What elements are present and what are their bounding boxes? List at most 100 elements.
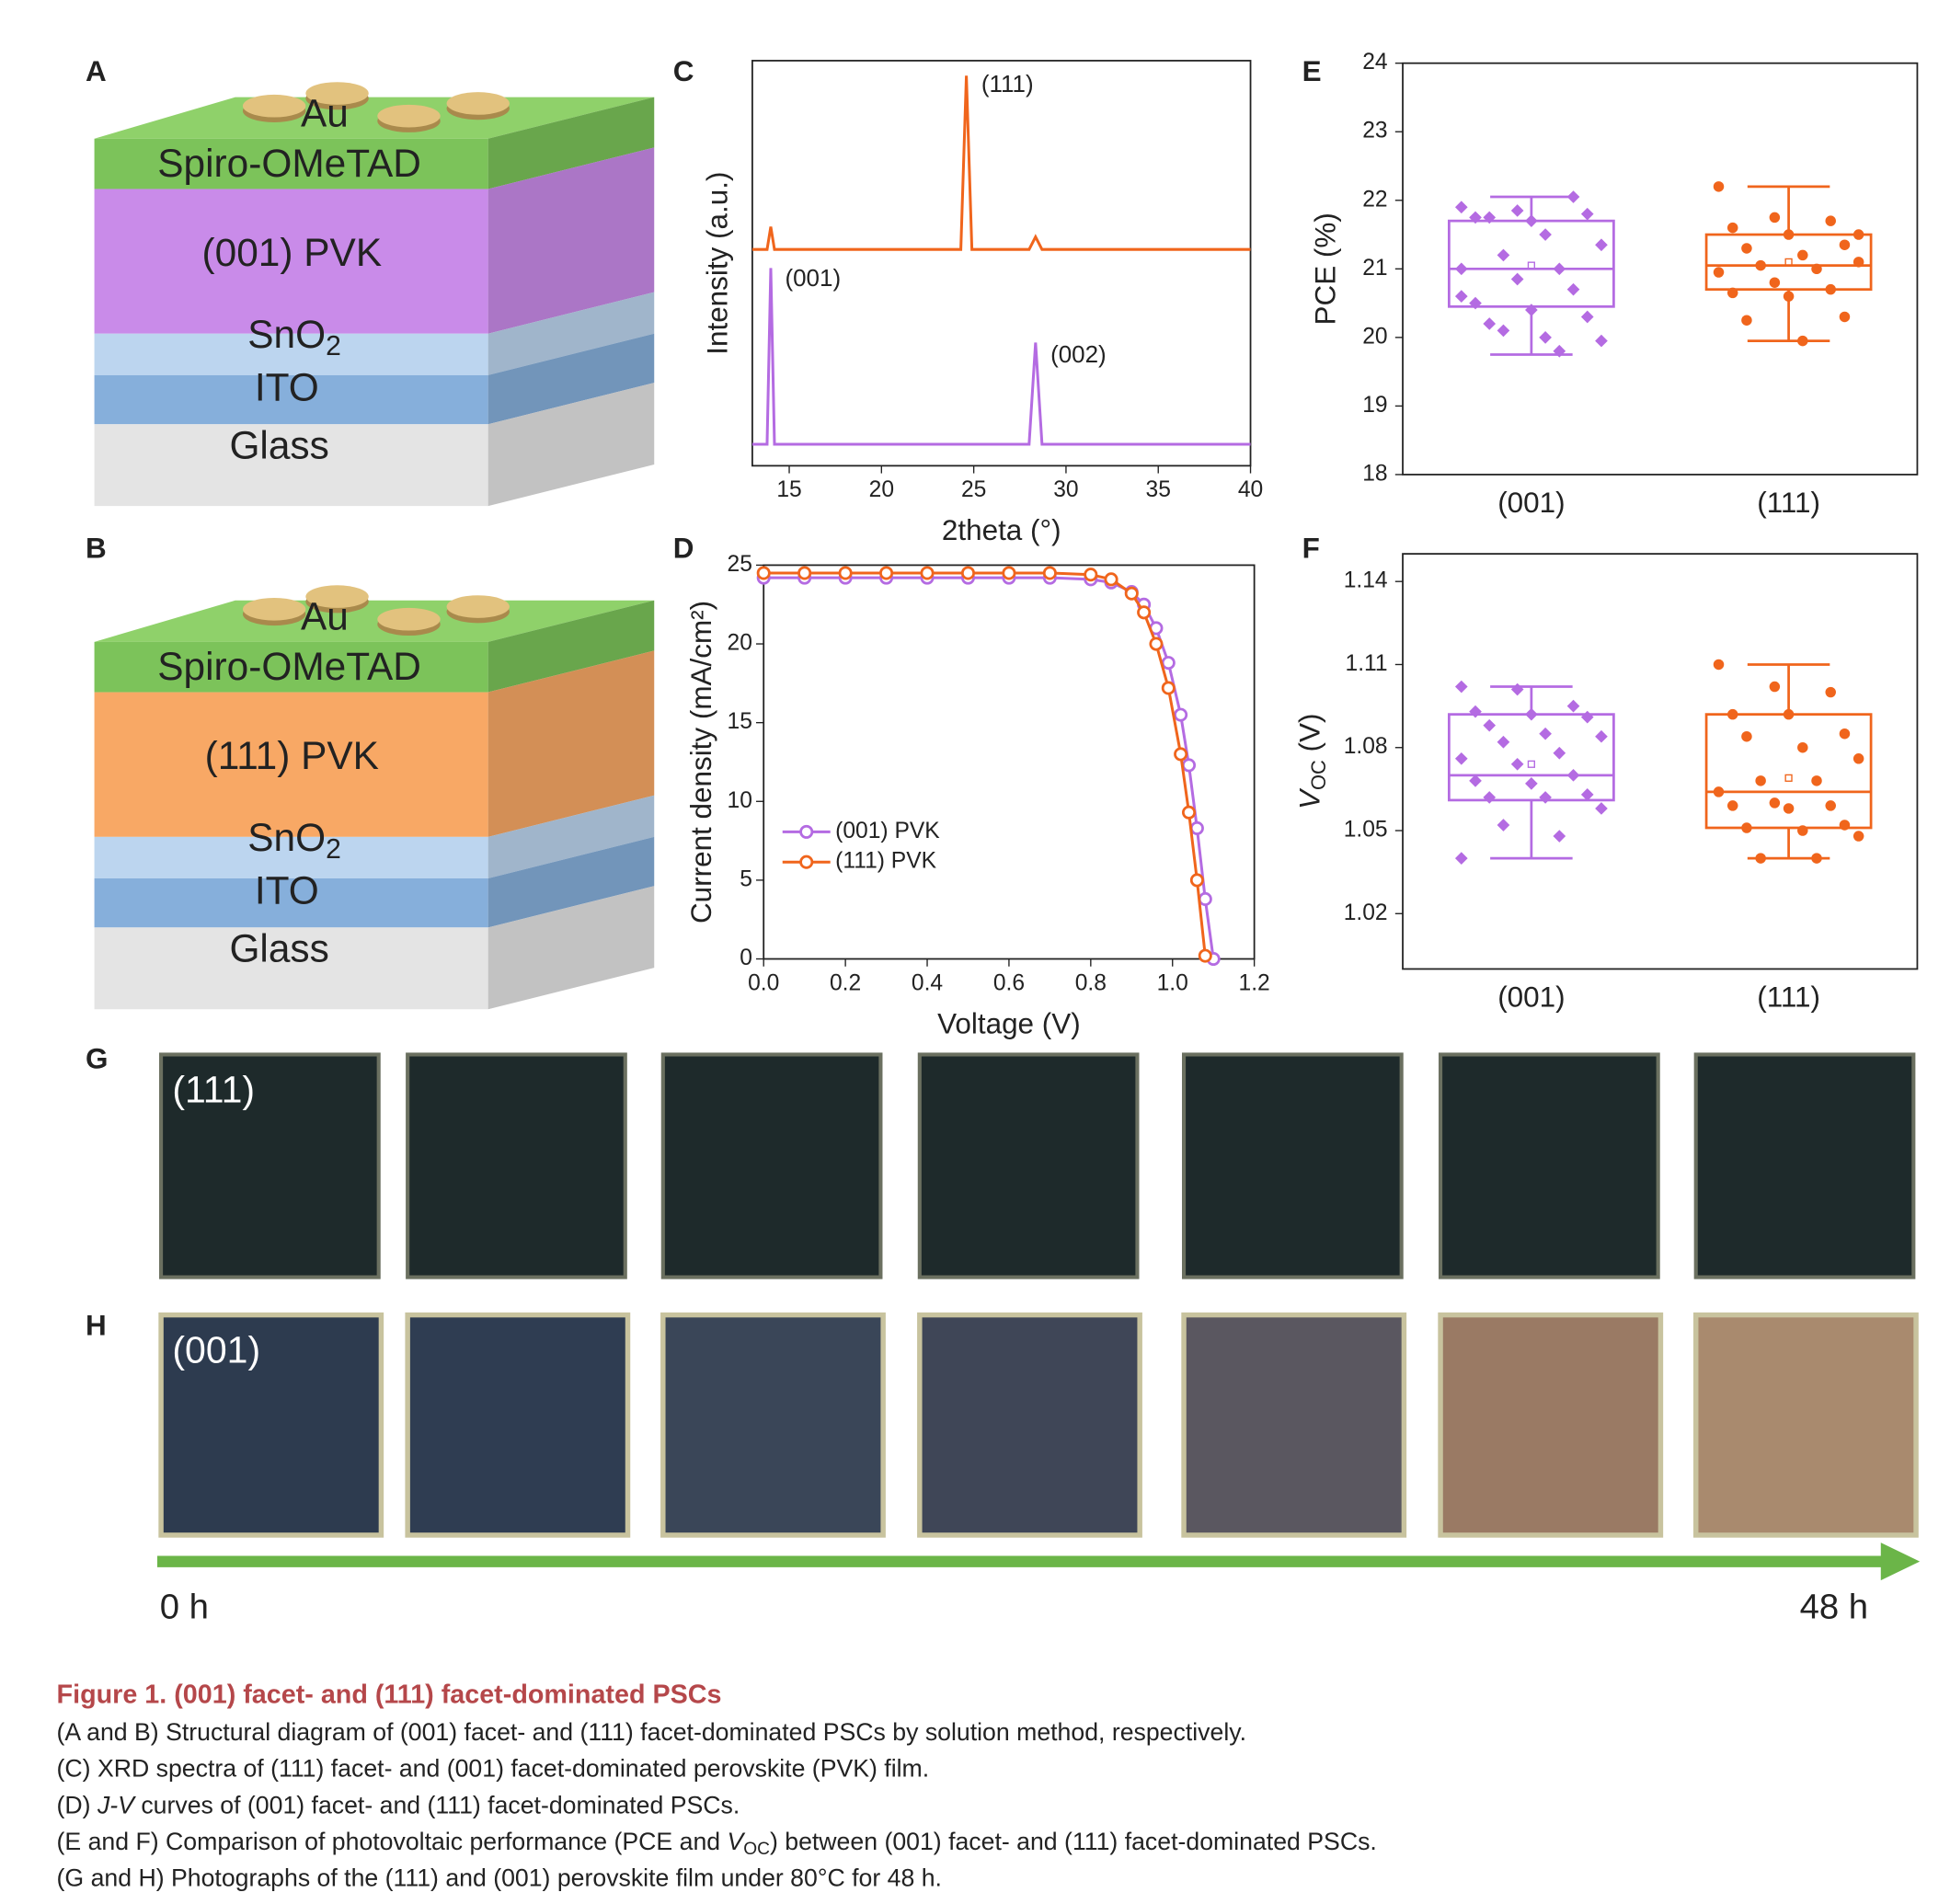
data-point — [1811, 263, 1822, 275]
y-axis-label: VOC (V) — [1294, 714, 1330, 809]
time-label: 48 h — [1800, 1588, 1869, 1627]
data-point — [1539, 727, 1552, 740]
data-point — [1797, 825, 1808, 836]
y-axis-label: Intensity (a.u.) — [702, 172, 734, 355]
au-contact — [305, 585, 369, 608]
y-tick-label: 1.08 — [1344, 734, 1388, 759]
y-axis-label-unit: (V) — [1294, 714, 1326, 761]
caption-part: (A and B) Structural diagram of (001) fa… — [57, 1718, 1246, 1746]
caption-part: curves of (001) facet- and (111) facet-d… — [134, 1791, 740, 1818]
caption-line: (C) XRD spectra of (111) facet- and (001… — [57, 1755, 930, 1783]
caption-line: (E and F) Comparison of photovoltaic per… — [57, 1828, 1377, 1859]
y-tick-label: 0 — [740, 946, 752, 970]
data-point — [1510, 204, 1524, 217]
data-point — [1811, 775, 1822, 786]
caption-part: J-V — [97, 1791, 136, 1818]
data-point — [1174, 707, 1188, 722]
data-point — [1783, 291, 1795, 302]
layer-side-shade — [488, 795, 655, 878]
data-point — [1553, 262, 1566, 276]
layer-side-shade — [488, 650, 655, 837]
layer-front — [94, 374, 488, 425]
layer-side — [488, 600, 655, 693]
data-point — [1755, 259, 1766, 271]
legend-marker — [799, 824, 814, 839]
data-point — [1852, 229, 1864, 240]
panel-label: H — [86, 1310, 107, 1342]
y-tick-label: 5 — [740, 866, 752, 891]
layer-label: Spiro-OMeTAD — [157, 645, 421, 688]
data-point — [1104, 572, 1118, 587]
data-point — [1580, 788, 1594, 801]
au-contact — [377, 104, 441, 128]
layer-front — [94, 927, 488, 1010]
data-point — [1580, 207, 1594, 221]
data-point — [1783, 708, 1795, 720]
data-point — [1525, 304, 1538, 316]
layer-side-shade — [488, 600, 655, 693]
time-arrow-head — [1880, 1543, 1921, 1581]
data-point — [1595, 802, 1608, 815]
series-line — [751, 75, 1251, 251]
layer-side — [488, 97, 655, 189]
data-point — [756, 566, 771, 580]
panel-label: A — [86, 55, 107, 87]
layer-label: (111) PVK — [205, 734, 379, 777]
box — [1448, 219, 1615, 308]
data-point — [1510, 272, 1524, 286]
data-point — [920, 566, 935, 580]
caption-part: (C) XRD spectra of (111) facet- and (001… — [57, 1755, 930, 1783]
photo-g — [1181, 1052, 1404, 1279]
data-point — [1566, 282, 1580, 296]
photo-g — [1439, 1052, 1660, 1279]
layer-side — [488, 795, 655, 878]
layer-front — [94, 877, 488, 928]
layer-label-part: SnO — [247, 313, 326, 356]
data-point — [1539, 331, 1552, 344]
layer-label: Glass — [229, 423, 328, 466]
data-point — [1713, 181, 1725, 192]
data-point — [1497, 819, 1510, 832]
data-point — [1181, 758, 1197, 773]
data-point — [1161, 656, 1176, 671]
data-point — [1454, 751, 1468, 765]
caption-part: OC — [743, 1840, 770, 1859]
y-tick-label: 20 — [728, 631, 752, 656]
data-point — [1553, 830, 1566, 843]
data-point — [1726, 800, 1738, 811]
data-point — [1580, 710, 1594, 724]
layer-label-sub: 2 — [326, 331, 341, 361]
data-point — [1755, 853, 1766, 864]
category-label: (001) — [1497, 981, 1565, 1014]
data-point — [1825, 800, 1836, 811]
layer-side-shade — [488, 383, 655, 507]
data-point — [1741, 243, 1752, 254]
time-label: 0 h — [160, 1588, 209, 1627]
caption-part: (D) — [57, 1791, 98, 1818]
au-contact — [242, 597, 306, 621]
data-point — [1198, 891, 1212, 906]
layer-side-shade — [488, 836, 655, 928]
data-point — [1454, 680, 1468, 694]
data-point — [1783, 229, 1795, 240]
peak-label: (111) — [981, 70, 1034, 97]
data-point — [1189, 820, 1204, 835]
data-point — [1539, 228, 1552, 241]
series-line — [763, 576, 1215, 959]
x-tick-label: 1.2 — [1239, 970, 1270, 995]
layer-label: SnO2 — [247, 313, 341, 361]
data-point — [1713, 267, 1725, 278]
y-tick-label: 15 — [728, 709, 752, 734]
layer-diagram: Au Spiro-OMeTAD (111) PVK ITO Glass SnO2 — [94, 585, 655, 1010]
layer-front — [94, 333, 488, 375]
layer-front — [94, 692, 488, 837]
photo-g — [406, 1052, 627, 1279]
data-point — [1525, 214, 1538, 227]
data-point — [1825, 215, 1836, 226]
x-tick-label: 15 — [776, 477, 801, 502]
data-point — [1852, 257, 1864, 268]
x-tick-label: 0.4 — [912, 970, 943, 995]
data-point — [1595, 334, 1608, 348]
layer-front — [94, 189, 488, 334]
